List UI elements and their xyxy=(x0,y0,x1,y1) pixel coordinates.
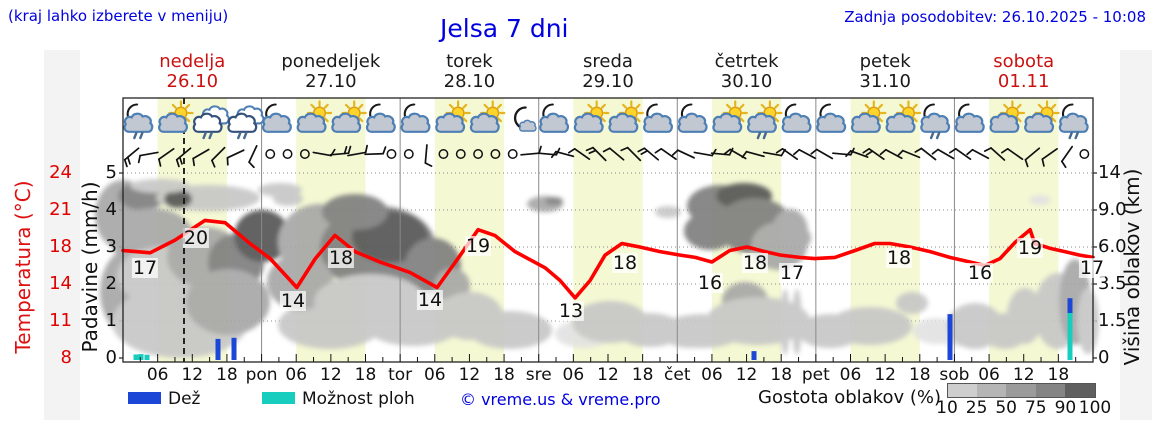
weather-icon-moon-cloud xyxy=(539,103,569,133)
weather-icon-sun-cloud xyxy=(296,100,333,133)
weather-icon-moon-cloud-rain xyxy=(1058,103,1089,140)
right-margin-strip xyxy=(1120,50,1152,420)
weather-icon-moon-cloud xyxy=(365,103,396,133)
weather-icon-sun-cloud xyxy=(885,100,922,133)
left-margin-strip xyxy=(44,50,80,420)
weather-icon-sun-cloud xyxy=(712,100,748,133)
weather-icon-sun-cloud xyxy=(435,100,471,133)
weather-icon-sun-cloud xyxy=(1024,100,1060,133)
weather-icon-moon xyxy=(514,106,537,132)
weather-icon-clouds-rain xyxy=(227,105,265,140)
weather-icon-sun-cloud xyxy=(469,100,506,133)
weather-icon-sun-cloud xyxy=(331,100,367,133)
weather-icon-moon-cloud-rain xyxy=(123,103,154,140)
weather-icon-moon-cloud xyxy=(781,103,812,133)
weather-icon-sun-cloud-rain xyxy=(747,100,783,140)
weather-icon-sun-cloud xyxy=(989,100,1025,133)
weather-icon-moon-cloud xyxy=(816,103,847,133)
weather-icon-moon-cloud-rain xyxy=(920,103,951,140)
weather-icon-moon-cloud xyxy=(400,103,431,133)
weather-icon-sun-cloud xyxy=(850,100,887,133)
weather-icon-moon-cloud xyxy=(262,103,292,133)
weather-icon-sun-cloud xyxy=(608,100,644,133)
weather-icon-moon-cloud xyxy=(643,103,673,133)
weather-icon-moon-cloud xyxy=(954,103,985,133)
weather-icon-sun-cloud xyxy=(158,100,194,133)
weather-icon-sun-cloud xyxy=(573,100,610,133)
weather-icon-clouds-rain xyxy=(192,105,230,140)
weather-icon-moon-cloud xyxy=(677,103,708,133)
